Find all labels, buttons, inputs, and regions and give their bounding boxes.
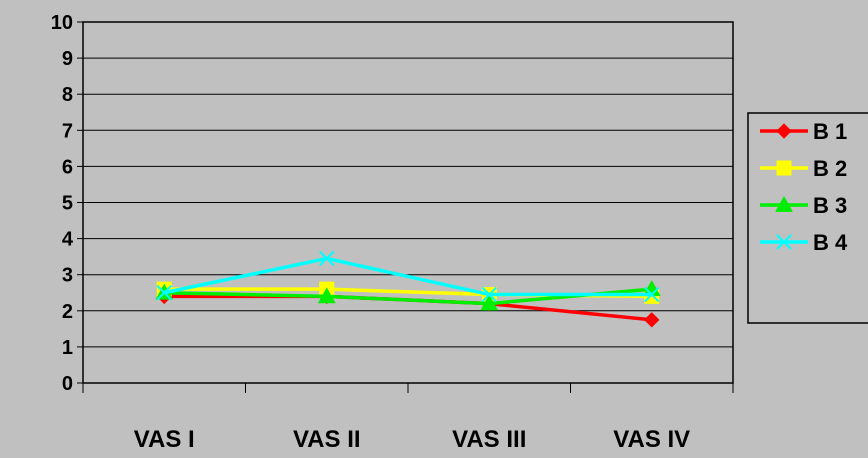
data-point — [480, 294, 499, 311]
series-line — [164, 287, 652, 306]
legend-label: B 3 — [813, 193, 847, 218]
data-point — [317, 287, 336, 304]
x-tick-label: VAS I — [134, 426, 195, 453]
y-tick-label: 0 — [62, 373, 73, 395]
legend-item: B 1 — [760, 119, 847, 144]
legend-marker — [776, 160, 792, 176]
legend-box — [747, 112, 868, 324]
legend-label: B 1 — [813, 119, 847, 144]
x-tick-label: VAS III — [452, 426, 526, 453]
data-point — [644, 286, 660, 303]
data-point — [644, 312, 660, 328]
y-tick-label: 4 — [62, 229, 74, 251]
gridlines — [83, 57, 733, 348]
legend-marker — [776, 234, 792, 250]
y-tick-label: 7 — [62, 120, 73, 142]
y-tick-label: 6 — [62, 156, 73, 178]
legend-item: B 3 — [760, 193, 847, 218]
y-tick-label: 2 — [62, 301, 73, 323]
y-tick-label: 9 — [62, 48, 73, 70]
marker-stroke — [319, 250, 335, 267]
series-line — [163, 256, 652, 297]
data-point — [319, 250, 335, 267]
marker-stroke — [481, 286, 497, 303]
marker-stroke — [644, 286, 660, 303]
y-tick-label: 10 — [51, 12, 73, 34]
legend-label: B 4 — [813, 230, 848, 255]
legend-marker — [775, 195, 793, 212]
x-tick-label: VAS IV — [613, 426, 690, 453]
data-point — [156, 285, 172, 301]
data-point — [481, 286, 497, 303]
legend-marker — [776, 123, 792, 139]
axes: 0 1 2 3 4 5 6 7 8 9 10 VAS I VAS II VAS III VAS IV — [51, 12, 734, 453]
y-tick-label: 1 — [62, 337, 73, 359]
marker-stroke — [776, 234, 792, 250]
x-tick-label: VAS II — [293, 426, 361, 453]
marker-stroke — [156, 285, 172, 301]
y-tick-label: 5 — [62, 193, 73, 215]
y-tick-label: 3 — [62, 265, 73, 287]
legend-label: B 2 — [813, 156, 847, 181]
legend: B 1 B 2 B 3 B 4 — [747, 112, 868, 324]
series-b-4 — [156, 250, 660, 303]
series — [155, 250, 661, 328]
legend-item: B 2 — [760, 156, 847, 181]
y-tick-label: 8 — [62, 84, 73, 106]
legend-item: B 4 — [760, 230, 848, 255]
